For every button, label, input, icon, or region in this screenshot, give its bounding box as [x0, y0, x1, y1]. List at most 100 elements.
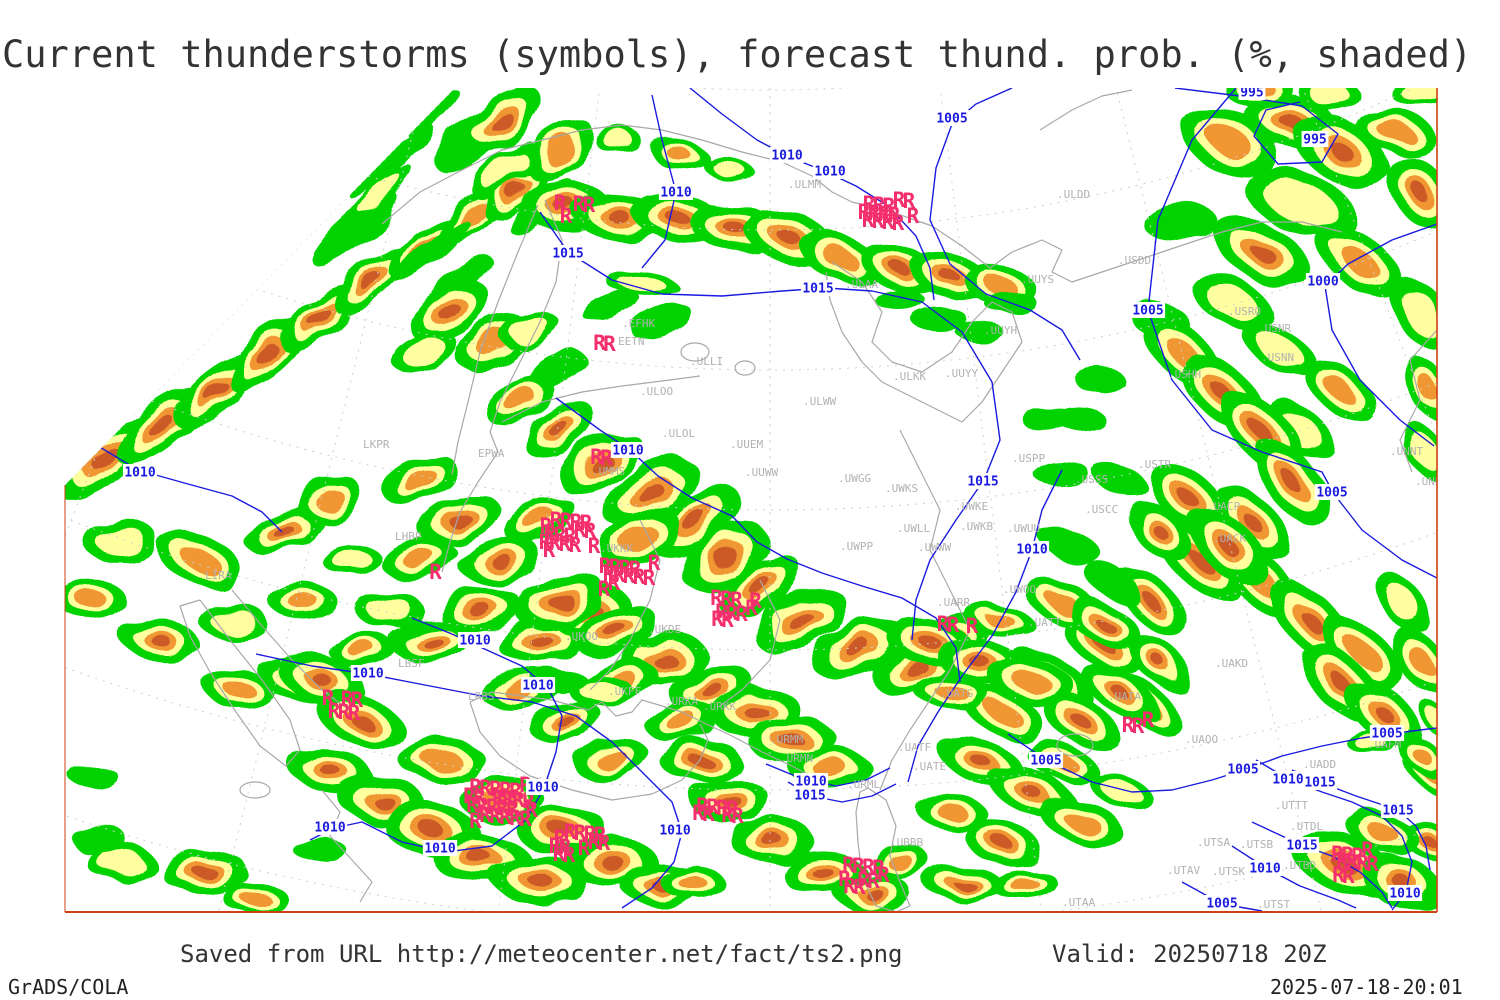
station-label: .UMMS [592, 465, 625, 478]
prob-cell-level-2 [1400, 287, 1437, 337]
prob-cell-level-4 [712, 547, 736, 565]
thunderstorm-icon: R [882, 210, 895, 234]
coastline [469, 691, 823, 783]
map-border [64, 88, 1438, 913]
thunderstorm-icon: R [937, 612, 950, 636]
prob-cell-level-4 [1412, 182, 1428, 202]
prob-cell-level-4 [204, 380, 226, 400]
prob-cell-level-4 [1242, 512, 1262, 532]
prob-cell-level-2 [482, 151, 526, 189]
prob-cell-level-3 [1007, 874, 1037, 890]
prob-cell-level-4 [603, 623, 627, 637]
thunderstorm-icon: R [710, 586, 723, 610]
thunderstorm-icon: R [863, 192, 876, 216]
thunderstorm-icon: R [496, 796, 509, 820]
thunderstorm-icon: R [598, 831, 611, 855]
prob-cell-level-4 [1021, 785, 1043, 799]
thunderstorm-icon: R [554, 523, 567, 547]
thunderstorm-icon: R [648, 551, 661, 575]
isobar-line [1251, 821, 1393, 909]
prob-cell-level-4 [780, 733, 804, 747]
thunderstorm-icon: R [872, 209, 885, 233]
isobar-label-bg [1204, 895, 1240, 911]
thunderstorm-icon: R [322, 686, 335, 710]
thunderstorm-icon: R [893, 188, 906, 212]
prob-cell-level-4 [506, 182, 524, 198]
thunderstorm-icon: R [466, 793, 479, 817]
thunderstorm-icon: R [598, 577, 611, 601]
station-label: .URML [847, 778, 880, 791]
prob-cell-level-4 [811, 866, 833, 878]
thunderstorm-icon: R [721, 608, 734, 632]
thunderstorm-icon: R [862, 208, 875, 232]
thunderstorm-icon: R [619, 556, 632, 580]
station-label: .UTAV [1167, 864, 1200, 877]
isobar-label: 1005 [1371, 727, 1402, 742]
thunderstorm-icon: R [512, 788, 525, 812]
thunderstorm-icon: R [725, 601, 738, 625]
coastline [321, 789, 373, 903]
thunderstorm-icon: R [509, 779, 522, 803]
isobar-line [907, 469, 1063, 783]
prob-cell-level-3 [1344, 636, 1380, 668]
isobar-label-bg [525, 779, 561, 795]
thunderstorm-icon: R [600, 446, 613, 470]
prob-cell-level-2 [97, 850, 143, 874]
prob-cell-level-2 [94, 525, 146, 555]
prob-cell-level-3 [1378, 121, 1414, 143]
prob-cell-level-4 [362, 273, 382, 291]
thunderstorm-icon: R [633, 565, 646, 589]
station-label: .UATG [940, 687, 973, 700]
prob-cell-level-4 [744, 705, 768, 719]
prob-cell-level-4 [348, 712, 372, 728]
coastline [469, 701, 709, 801]
prob-cell-level-4 [489, 111, 511, 129]
prob-cell-level-4 [550, 823, 574, 837]
prob-cell-level-3 [403, 550, 437, 570]
prob-cell-level-4 [637, 482, 663, 502]
thunderstorm-icon: R [721, 803, 734, 827]
station-label: .ULOO [640, 385, 673, 398]
station-label: .UATF [898, 741, 931, 754]
prob-cell-level-2 [1382, 580, 1422, 624]
prob-cell-level-3 [1012, 671, 1052, 693]
map-title: Current thunderstorms (symbols), forecas… [2, 33, 1472, 76]
coastline [855, 787, 911, 912]
station-label: .USTR [1138, 458, 1171, 471]
prob-cell-level-4 [528, 873, 552, 887]
prob-cell-level-4 [92, 446, 118, 470]
thunderstorm-icon: R [574, 518, 587, 542]
prob-cell-level-4 [1421, 836, 1437, 848]
prob-cell-level-4 [1301, 611, 1323, 633]
station-label: .ULKK [893, 370, 926, 383]
isobar-label: 1015 [794, 789, 825, 804]
prob-cell-level-2 [604, 134, 636, 150]
isobar-label-bg [457, 632, 493, 648]
thunderstorm-icon: R [328, 699, 341, 723]
isobar-label: 995 [1303, 133, 1326, 148]
thunderstorm-icon: R [499, 805, 512, 829]
station-label: .UNNT [1390, 445, 1423, 458]
prob-cell-level-4 [309, 309, 331, 327]
thunderstorm-icon: R [608, 571, 621, 595]
station-label: .UKOO [565, 630, 598, 643]
isobar-label: 1010 [424, 842, 455, 857]
thunderstorm-icon: R [544, 522, 557, 546]
thunderstorm-icon: R [947, 613, 960, 637]
station-label: .UKDE [648, 623, 681, 636]
prob-cell-level-4 [778, 231, 802, 245]
thunderstorm-icon: R [593, 331, 606, 355]
prob-cell-level-1 [629, 302, 691, 338]
station-label: .UUYH [984, 324, 1017, 337]
thunderstorm-icon: R [573, 192, 586, 216]
thunderstorm-icon: R [489, 804, 502, 828]
thunderstorm-icon: R [730, 588, 743, 612]
thunderstorm-icon: R [735, 602, 748, 626]
isobar-label-bg [610, 442, 646, 458]
creation-timestamp: 2025-07-18-20:01 [1270, 975, 1463, 999]
isobar-label: 1015 [1304, 776, 1335, 791]
isobar-label-bg [1247, 860, 1283, 876]
thunderstorm-icon: R [853, 875, 866, 899]
station-labels: .ULMM .ULDD .USDD .UUYS .ULAA .UUYH .UUYY .ULKK… [205, 178, 1437, 911]
thunderstorm-icon: R [706, 795, 719, 819]
